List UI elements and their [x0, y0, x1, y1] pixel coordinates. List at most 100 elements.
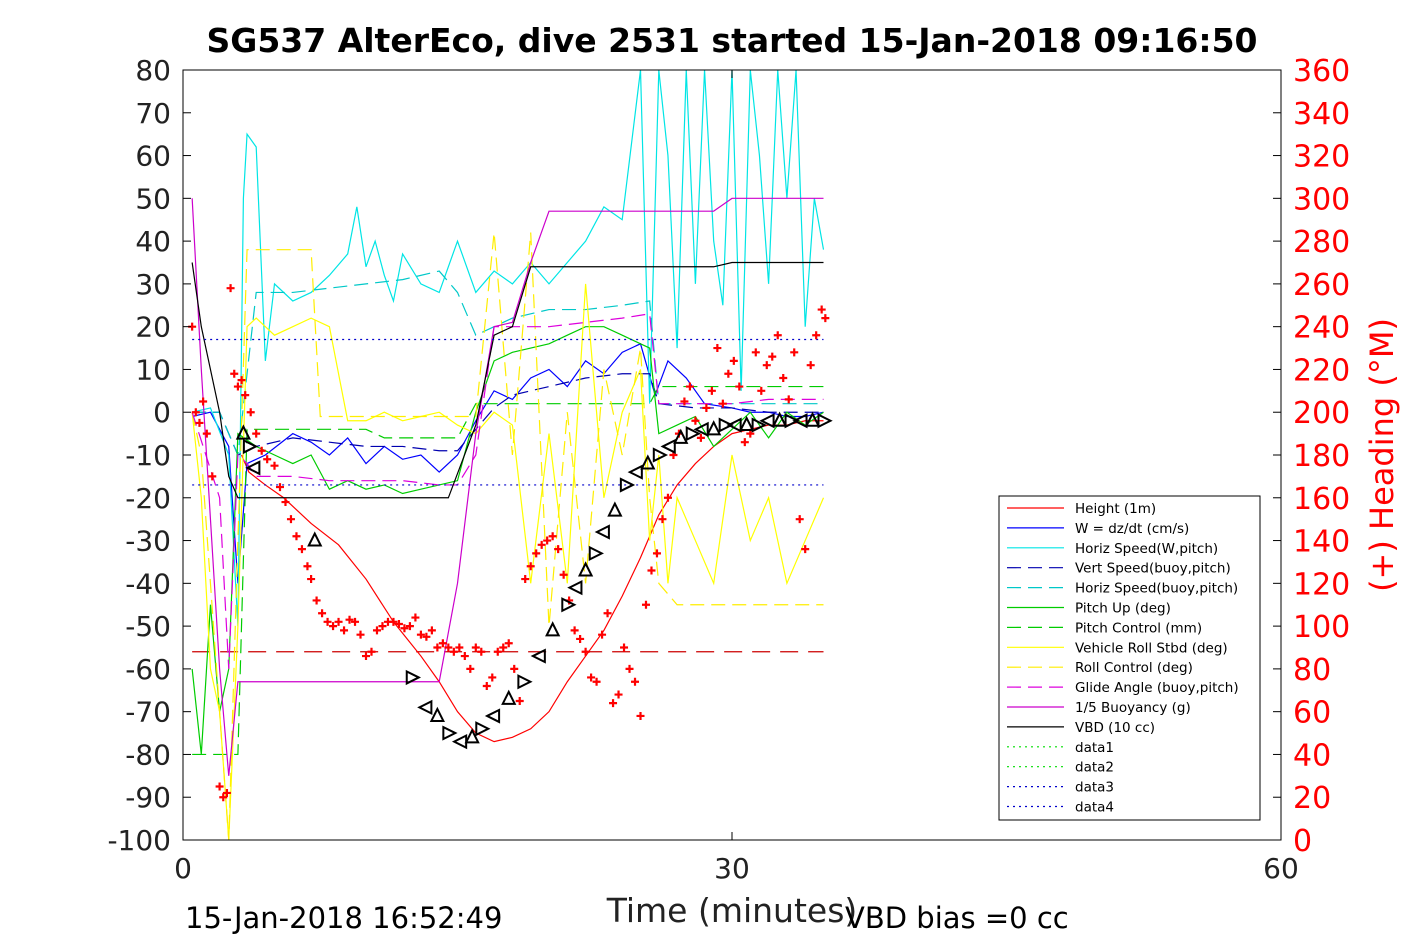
- triangle-marker: [442, 725, 458, 741]
- heading-point: [784, 395, 793, 404]
- heading-point: [521, 575, 530, 584]
- right-tick-label: 40: [1293, 738, 1331, 773]
- triangle-marker: [594, 524, 610, 540]
- right-tick-label: 120: [1293, 567, 1350, 602]
- triangle-marker: [588, 545, 604, 562]
- left-tick-label: -70: [125, 696, 171, 729]
- heading-points-layer: [188, 284, 830, 802]
- heading-point: [543, 536, 552, 545]
- heading-point: [559, 570, 568, 579]
- heading-point: [246, 408, 255, 417]
- heading-point: [696, 433, 705, 442]
- heading-point: [195, 418, 204, 427]
- triangle-marker: [561, 597, 577, 613]
- heading-point: [526, 562, 535, 571]
- heading-point: [718, 399, 727, 408]
- triangle-marker: [759, 413, 775, 429]
- left-y-axis: -100-90-80-70-60-50-40-30-20-10010203040…: [107, 54, 191, 857]
- triangle-marker: [464, 728, 480, 744]
- heading-point: [329, 622, 338, 631]
- heading-point: [215, 782, 224, 791]
- heading-point: [222, 788, 231, 797]
- triangle-marker: [235, 424, 252, 440]
- heading-point: [202, 429, 211, 438]
- left-tick-label: -40: [125, 567, 171, 600]
- heading-point: [510, 664, 519, 673]
- legend-label: 1/5 Buoyancy (g): [1075, 700, 1191, 716]
- left-tick-label: -80: [125, 738, 171, 771]
- left-tick-label: -20: [125, 482, 171, 515]
- heading-point: [652, 549, 661, 558]
- heading-point: [318, 609, 327, 618]
- left-tick-label: 80: [135, 54, 171, 87]
- heading-point: [270, 461, 279, 470]
- heading-point: [307, 575, 316, 584]
- left-tick-label: 50: [135, 182, 171, 215]
- heading-point: [707, 386, 716, 395]
- footer-timestamp: 15-Jan-2018 16:52:49: [185, 901, 502, 935]
- series-line-6: [192, 385, 824, 756]
- heading-point: [219, 793, 228, 802]
- legend-label: data1: [1075, 740, 1114, 756]
- heading-point: [821, 314, 830, 323]
- heading-point: [795, 515, 804, 524]
- triangle-marker: [607, 501, 623, 517]
- heading-point: [768, 352, 777, 361]
- left-tick-label: -30: [125, 525, 171, 558]
- right-y-axis: 0 20 40 60 80 100 120 140 160 180 200 220 240 260 280 3…: [1273, 54, 1350, 859]
- heading-point: [790, 348, 799, 357]
- triangle-marker: [567, 579, 583, 596]
- series-line-11: [191, 261, 824, 499]
- right-tick-label: 140: [1293, 525, 1350, 560]
- heading-point: [515, 696, 524, 705]
- legend-label: Pitch Control (mm): [1075, 620, 1202, 636]
- heading-point: [191, 408, 200, 417]
- heading-point: [636, 711, 645, 720]
- heading-point: [680, 397, 689, 406]
- heading-point: [817, 305, 826, 314]
- left-tick-label: 0: [153, 396, 171, 429]
- right-tick-label: 220: [1293, 353, 1350, 388]
- heading-point: [241, 391, 250, 400]
- right-tick-label: 300: [1293, 182, 1350, 217]
- heading-point: [427, 626, 436, 635]
- heading-point: [257, 446, 266, 455]
- heading-point: [806, 361, 815, 370]
- heading-point: [237, 376, 246, 385]
- heading-point: [488, 673, 497, 682]
- heading-point: [438, 639, 447, 648]
- right-tick-label: 240: [1293, 311, 1350, 346]
- heading-point: [641, 600, 650, 609]
- legend-label: Height (1m): [1075, 501, 1156, 517]
- left-tick-label: 40: [135, 225, 171, 258]
- triangle-marker: [405, 669, 421, 686]
- heading-point: [233, 382, 242, 391]
- heading-point: [614, 690, 623, 699]
- triangle-marker: [804, 411, 821, 427]
- legend: Height (1m) W = dz/dt (cm/s) Horiz Speed(W…: [998, 495, 1261, 821]
- triangle-marker: [619, 477, 636, 493]
- heading-point: [609, 699, 618, 708]
- heading-point: [372, 626, 381, 635]
- heading-point: [208, 472, 217, 481]
- left-tick-label: 70: [135, 97, 171, 130]
- heading-point: [581, 647, 590, 656]
- triangle-markers-layer: [235, 411, 833, 750]
- triangle-marker: [718, 417, 734, 433]
- heading-point: [570, 626, 579, 635]
- heading-point: [587, 673, 596, 682]
- left-tick-label: 10: [135, 353, 171, 386]
- heading-point: [735, 382, 744, 391]
- heading-point: [548, 532, 557, 541]
- triangle-marker: [484, 708, 501, 724]
- triangle-marker: [545, 621, 561, 637]
- heading-point: [455, 643, 464, 652]
- triangle-marker: [245, 460, 261, 476]
- heading-point: [367, 647, 376, 656]
- right-tick-label: 360: [1293, 54, 1350, 89]
- legend-label: Roll Control (deg): [1075, 660, 1193, 676]
- legend-label: data2: [1075, 760, 1114, 776]
- heading-point: [226, 284, 235, 293]
- series-line-9: [191, 313, 824, 669]
- heading-point: [466, 664, 475, 673]
